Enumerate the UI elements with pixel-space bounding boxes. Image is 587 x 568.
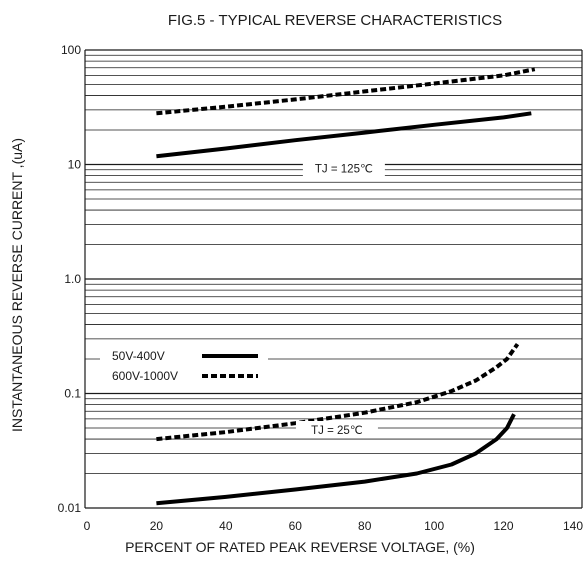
x-tick-label: 140 bbox=[563, 519, 583, 533]
legend-background bbox=[100, 345, 268, 387]
y-tick-label: 0.1 bbox=[64, 387, 81, 401]
y-axis-label: INSTANTANEOUS REVERSE CURRENT ,(uA) bbox=[9, 138, 25, 432]
chart-title: FIG.5 - TYPICAL REVERSE CHARACTERISTICS bbox=[168, 12, 502, 29]
plot-grid bbox=[84, 49, 583, 509]
y-tick-label: 10 bbox=[68, 158, 82, 172]
temperature-annotation: TJ = 25℃ bbox=[311, 425, 363, 437]
x-tick-label: 20 bbox=[150, 519, 164, 533]
annotations: TJ = 125℃ TJ = 25℃ bbox=[295, 159, 385, 438]
solid-series-line bbox=[156, 111, 532, 159]
solid-series-line bbox=[156, 413, 516, 506]
legend: 50V-400V 600V-1000V bbox=[100, 345, 268, 387]
axis-ticks: 0.01 0.1 1.0 10 100 0 20 40 60 80 100 120 140 bbox=[58, 43, 584, 533]
temperature-annotation: TJ = 125℃ bbox=[315, 164, 373, 176]
x-tick-label: 100 bbox=[424, 519, 444, 533]
x-tick-label: 40 bbox=[219, 519, 233, 533]
x-tick-label: 120 bbox=[494, 519, 514, 533]
annotation-background bbox=[302, 159, 385, 177]
legend-label: 50V-400V bbox=[112, 349, 165, 363]
series-lines bbox=[156, 67, 536, 506]
y-tick-label: 0.01 bbox=[58, 501, 82, 515]
annotation-background bbox=[295, 420, 378, 438]
legend-label: 600V-1000V bbox=[112, 369, 178, 383]
x-tick-label: 60 bbox=[289, 519, 303, 533]
dashed-series-line bbox=[156, 342, 520, 442]
dashed-series-line bbox=[156, 67, 536, 116]
y-tick-label: 1.0 bbox=[64, 272, 81, 286]
x-tick-label: 80 bbox=[358, 519, 372, 533]
y-tick-label: 100 bbox=[61, 43, 81, 57]
x-axis-label: PERCENT OF RATED PEAK REVERSE VOLTAGE, (… bbox=[125, 539, 475, 555]
x-tick-label: 0 bbox=[84, 519, 91, 533]
